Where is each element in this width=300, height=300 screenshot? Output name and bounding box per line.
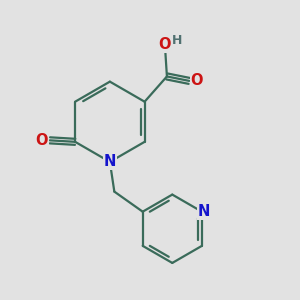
Text: N: N: [104, 154, 116, 169]
Text: O: O: [159, 38, 171, 52]
Text: H: H: [172, 34, 182, 47]
Text: O: O: [35, 133, 48, 148]
Text: N: N: [198, 204, 211, 219]
Text: O: O: [190, 74, 203, 88]
